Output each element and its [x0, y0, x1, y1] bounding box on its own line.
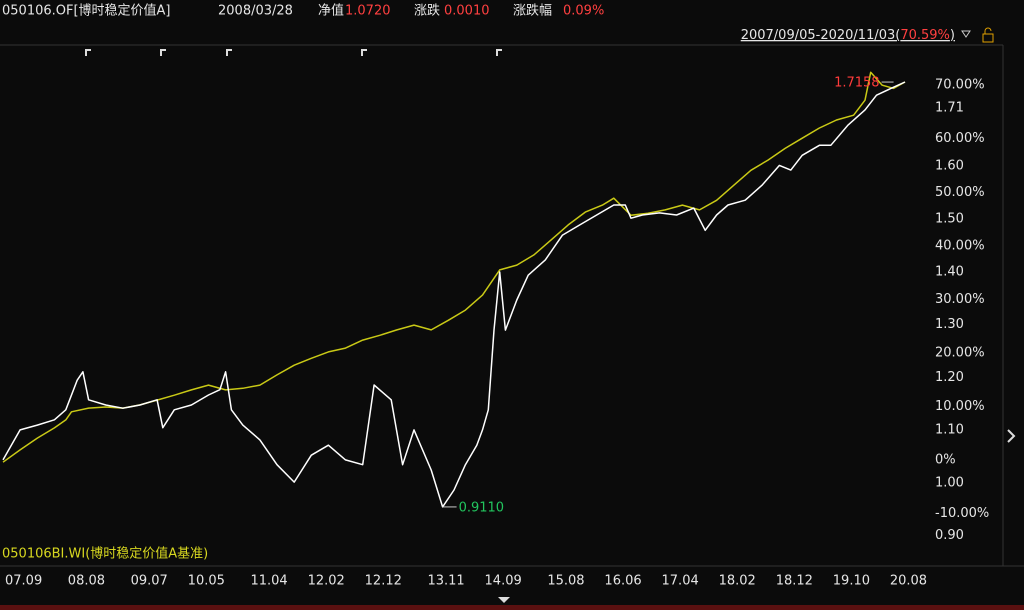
y2-tick-label: 20.00%	[935, 345, 985, 360]
y2-tick-label: 0%	[935, 453, 956, 468]
y2-tick-label: 30.00%	[935, 292, 985, 307]
y-tick-label: 1.20	[935, 370, 964, 385]
y-tick-label: 1.40	[935, 264, 964, 279]
annotation-label: 0.9110	[459, 500, 505, 515]
period-range: 2007/09/05-2020/11/03(	[741, 28, 901, 43]
y-tick-label: 0.90	[935, 528, 964, 543]
change-value: 0.0010	[444, 4, 490, 19]
x-tick-label: 11.04	[250, 574, 287, 589]
x-tick-label: 18.02	[719, 574, 756, 589]
legend-benchmark: 050106BI.WI(博时稳定价值A基准)	[2, 546, 208, 562]
x-tick-label: 07.09	[5, 574, 42, 589]
nav-label: 净值	[318, 3, 344, 19]
series-line	[2, 81, 906, 508]
y-tick-label: 1.60	[935, 159, 964, 174]
nav-value: 1.0720	[345, 4, 391, 19]
y2-tick-label: -10.00%	[935, 506, 989, 521]
x-tick-label: 13.11	[427, 574, 464, 589]
x-tick-label: 09.07	[131, 574, 168, 589]
x-tick-label: 15.08	[547, 574, 584, 589]
x-tick-label: 17.04	[662, 574, 699, 589]
status-bar	[0, 605, 1024, 610]
x-tick-label: 08.08	[68, 574, 105, 589]
x-tick-label: 16.06	[604, 574, 641, 589]
y2-tick-label: 10.00%	[935, 399, 985, 414]
fund-name: 050106.OF[博时稳定价值A]	[2, 3, 171, 19]
y-tick-label: 1.50	[935, 211, 964, 226]
dividend-flags	[85, 49, 502, 56]
pct-value: 0.09%	[563, 4, 604, 19]
period-dropdown[interactable]	[961, 30, 971, 38]
change-label: 涨跌	[414, 3, 440, 19]
x-tick-label: 18.12	[776, 574, 813, 589]
y-tick-label: 1.30	[935, 317, 964, 332]
y2-tick-label: 40.00%	[935, 238, 985, 253]
x-tick-label: 12.02	[308, 574, 345, 589]
y-tick-label: 1.00	[935, 475, 964, 490]
scroll-down[interactable]	[498, 597, 510, 603]
y2-tick-label: 50.00%	[935, 185, 985, 200]
period-close: )	[950, 28, 955, 43]
lock-icon-shackle	[984, 27, 992, 34]
x-tick-label: 12.12	[365, 574, 402, 589]
x-tick-label: 14.09	[485, 574, 522, 589]
y2-tick-label: 60.00%	[935, 131, 985, 146]
annotation-label: 1.7158	[834, 76, 880, 91]
period-text[interactable]: 2007/09/05-2020/11/03(70.59%)	[741, 28, 955, 43]
scroll-right[interactable]	[1007, 429, 1016, 443]
pct-label: 涨跌幅	[513, 3, 552, 19]
y2-tick-label: 70.00%	[935, 78, 985, 93]
lock-icon[interactable]	[982, 33, 994, 43]
x-tick-label: 19.10	[833, 574, 870, 589]
y-tick-label: 1.10	[935, 423, 964, 438]
x-tick-label: 20.08	[890, 574, 927, 589]
y-tick-label: 1.71	[935, 101, 964, 116]
date: 2008/03/28	[218, 4, 293, 19]
period-change: 70.59%	[900, 28, 950, 43]
x-tick-label: 10.05	[188, 574, 225, 589]
